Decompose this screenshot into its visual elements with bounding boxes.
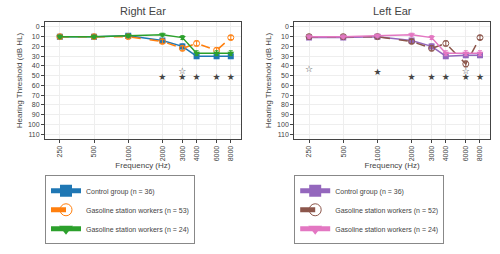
svg-text:☆: ☆ xyxy=(462,66,470,76)
svg-text:3000: 3000 xyxy=(428,146,435,162)
svg-text:50: 50 xyxy=(32,72,40,79)
svg-text:★: ★ xyxy=(178,72,186,82)
svg-text:500: 500 xyxy=(90,146,97,158)
svg-text:Frequency (Hz): Frequency (Hz) xyxy=(365,161,420,170)
svg-text:50: 50 xyxy=(281,72,289,79)
svg-text:Control group (n = 36): Control group (n = 36) xyxy=(335,188,404,196)
svg-text:★: ★ xyxy=(428,72,436,82)
svg-text:0: 0 xyxy=(285,23,289,30)
svg-text:☆: ☆ xyxy=(178,66,186,76)
svg-text:0: 0 xyxy=(36,23,40,30)
svg-text:4000: 4000 xyxy=(193,146,200,162)
svg-text:★: ★ xyxy=(193,72,201,82)
svg-text:1000: 1000 xyxy=(125,146,132,162)
svg-text:500: 500 xyxy=(340,146,347,158)
svg-text:110: 110 xyxy=(28,131,39,138)
svg-text:Gasoline station workers (n =: Gasoline station workers (n = 53) xyxy=(86,207,189,215)
svg-text:80: 80 xyxy=(32,101,40,108)
svg-text:90: 90 xyxy=(281,111,289,118)
svg-text:1000: 1000 xyxy=(374,146,381,162)
svg-text:☆: ☆ xyxy=(305,64,313,74)
svg-text:★: ★ xyxy=(408,72,416,82)
svg-text:★: ★ xyxy=(442,72,450,82)
svg-text:250: 250 xyxy=(305,146,312,158)
svg-text:Left Ear: Left Ear xyxy=(373,5,412,17)
svg-text:★: ★ xyxy=(476,72,484,82)
svg-text:90: 90 xyxy=(32,111,40,118)
svg-text:30: 30 xyxy=(32,53,40,60)
svg-text:40: 40 xyxy=(32,62,40,69)
svg-text:70: 70 xyxy=(281,92,289,99)
svg-text:8000: 8000 xyxy=(476,146,483,162)
svg-text:4000: 4000 xyxy=(442,146,449,162)
svg-text:60: 60 xyxy=(32,82,40,89)
svg-text:★: ★ xyxy=(213,72,221,82)
svg-text:110: 110 xyxy=(278,131,289,138)
svg-text:100: 100 xyxy=(277,121,289,128)
svg-text:10: 10 xyxy=(281,33,289,40)
svg-text:6000: 6000 xyxy=(213,146,220,162)
svg-text:Control group (n = 36): Control group (n = 36) xyxy=(86,188,155,196)
svg-text:★: ★ xyxy=(462,72,470,82)
svg-text:Right Ear: Right Ear xyxy=(120,5,166,17)
svg-text:Gasoline station workers (n =: Gasoline station workers (n = 24) xyxy=(335,226,438,234)
svg-text:10: 10 xyxy=(32,33,40,40)
svg-text:20: 20 xyxy=(32,43,40,50)
svg-text:Gasoline station workers (n =: Gasoline station workers (n = 24) xyxy=(86,226,189,234)
svg-text:2000: 2000 xyxy=(159,146,166,162)
svg-text:Frequency (Hz): Frequency (Hz) xyxy=(115,161,170,170)
svg-text:100: 100 xyxy=(28,121,40,128)
svg-text:6000: 6000 xyxy=(462,146,469,162)
svg-text:40: 40 xyxy=(281,62,289,69)
svg-text:70: 70 xyxy=(32,92,40,99)
svg-text:250: 250 xyxy=(56,146,63,158)
svg-text:Gasoline station workers (n =: Gasoline station workers (n = 52) xyxy=(335,207,438,215)
svg-text:★: ★ xyxy=(227,72,235,82)
svg-text:80: 80 xyxy=(281,101,289,108)
svg-text:20: 20 xyxy=(281,43,289,50)
svg-text:★: ★ xyxy=(158,72,166,82)
svg-text:3000: 3000 xyxy=(179,146,186,162)
svg-text:60: 60 xyxy=(281,82,289,89)
svg-text:Hearing Threshold (dB HL): Hearing Threshold (dB HL) xyxy=(15,32,24,128)
svg-text:30: 30 xyxy=(281,53,289,60)
svg-text:Hearing Threshold (dB HL): Hearing Threshold (dB HL) xyxy=(264,32,273,128)
svg-text:★: ★ xyxy=(373,67,381,77)
svg-text:8000: 8000 xyxy=(227,146,234,162)
svg-text:2000: 2000 xyxy=(408,146,415,162)
